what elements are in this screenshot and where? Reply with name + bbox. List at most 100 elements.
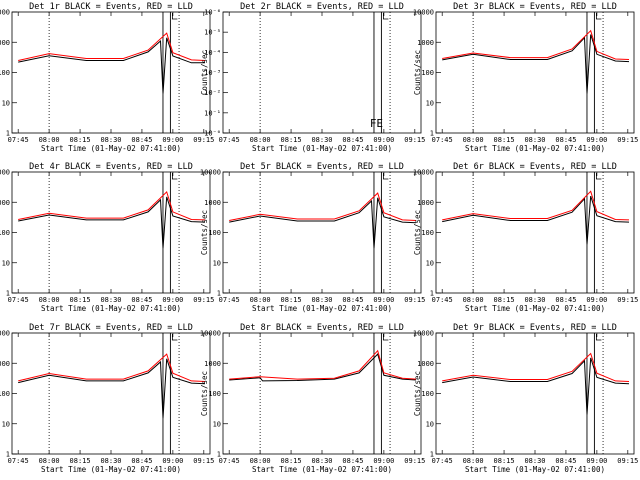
- y-tick-label: 100: [421, 69, 434, 77]
- x-axis-label: Start Time (01-May-02 07:41:00): [465, 144, 605, 153]
- x-tick-label: 08:00: [463, 136, 484, 144]
- y-tick-label: 100: [0, 69, 10, 77]
- x-tick-label: 08:30: [311, 136, 332, 144]
- y-tick-label: 1000: [417, 39, 434, 47]
- y-tick-label: 10000: [0, 169, 10, 177]
- x-tick-label: 08:30: [524, 296, 545, 304]
- y-tick-label: 1000: [204, 199, 221, 207]
- y-tick-label: 1000: [417, 360, 434, 368]
- events-series-line: [18, 358, 206, 419]
- y-tick-label: 10⁻⁶: [204, 9, 221, 17]
- x-tick-label: 09:00: [162, 136, 183, 144]
- panel-title: Det 7r BLACK = Events, RED = LLD: [29, 323, 193, 333]
- lld-series-line: [442, 190, 630, 221]
- y-axis-label: Counts/sec: [413, 210, 422, 255]
- x-tick-label: 08:45: [131, 296, 152, 304]
- y-tick-label: 1000: [417, 199, 434, 207]
- events-series-line: [229, 197, 417, 249]
- bracket-marker: [172, 334, 178, 341]
- panel-title: Det 4r BLACK = Events, RED = LLD: [29, 162, 193, 172]
- y-tick-label: 1: [217, 290, 221, 298]
- y-tick-label: 1000: [0, 199, 10, 207]
- x-tick-label: 09:15: [404, 136, 425, 144]
- plot-frame: [222, 332, 422, 455]
- x-tick-label: 08:00: [463, 457, 484, 465]
- y-tick-label: 10: [426, 259, 434, 267]
- panel-title: Det 8r BLACK = Events, RED = LLD: [240, 323, 404, 333]
- bracket-marker: [596, 13, 602, 20]
- y-tick-label: 100: [421, 390, 434, 398]
- x-tick-label: 09:00: [373, 136, 394, 144]
- x-tick-label: 09:15: [404, 457, 425, 465]
- lld-series-line: [442, 29, 630, 60]
- x-tick-label: 09:15: [193, 296, 214, 304]
- events-series-line: [442, 34, 630, 94]
- y-tick-label: 10000: [200, 169, 221, 177]
- x-tick-label: 08:00: [39, 457, 60, 465]
- y-tick-label: 10⁻⁰: [204, 130, 221, 138]
- lld-series-line: [18, 190, 206, 221]
- y-tick-label: 1: [430, 451, 434, 459]
- bracket-marker: [172, 173, 178, 180]
- y-tick-label: 1000: [0, 39, 10, 47]
- x-tick-label: 08:30: [100, 457, 121, 465]
- x-tick-label: 08:15: [70, 296, 91, 304]
- y-tick-label: 10: [213, 259, 221, 267]
- x-axis-label: Start Time (01-May-02 07:41:00): [465, 465, 605, 474]
- x-tick-label: 09:15: [617, 457, 638, 465]
- x-axis-label: Start Time (01-May-02 07:41:00): [252, 304, 392, 313]
- x-tick-label: 09:00: [586, 296, 607, 304]
- x-tick-label: 08:45: [131, 457, 152, 465]
- x-tick-label: 08:00: [39, 296, 60, 304]
- x-tick-label: 08:45: [342, 457, 363, 465]
- y-tick-label: 10000: [0, 330, 10, 338]
- x-tick-label: 08:15: [281, 296, 302, 304]
- x-tick-label: 08:15: [281, 136, 302, 144]
- plot-frame: [11, 11, 211, 134]
- panel-title: Det 3r BLACK = Events, RED = LLD: [453, 2, 617, 12]
- x-tick-label: 09:00: [373, 296, 394, 304]
- lld-series-line: [229, 192, 417, 221]
- x-tick-label: 08:45: [555, 136, 576, 144]
- x-tick-label: 08:15: [70, 457, 91, 465]
- x-tick-label: 08:45: [342, 136, 363, 144]
- y-tick-label: 100: [421, 229, 434, 237]
- x-tick-label: 08:00: [39, 136, 60, 144]
- det-panel-6: Det 6r BLACK = Events, RED = LLD 07:45 08:…: [413, 162, 638, 313]
- events-series-line: [442, 195, 630, 245]
- bracket-marker: [383, 173, 389, 180]
- x-tick-label: 09:00: [373, 457, 394, 465]
- x-axis-label: Start Time (01-May-02 07:41:00): [465, 304, 605, 313]
- panel-title: Det 2r BLACK = Events, RED = LLD: [240, 2, 404, 12]
- panel-title: Det 9r BLACK = Events, RED = LLD: [453, 323, 617, 333]
- y-axis-label: Counts/sec: [200, 371, 209, 416]
- y-tick-label: 10: [2, 420, 10, 428]
- plot-frame: [222, 11, 422, 134]
- events-series-line: [229, 353, 417, 382]
- x-tick-label: 08:00: [463, 296, 484, 304]
- x-tick-label: 08:45: [131, 136, 152, 144]
- x-tick-label: 08:15: [494, 136, 515, 144]
- y-axis-label: Counts/sec: [200, 50, 209, 95]
- x-tick-label: 08:00: [250, 457, 271, 465]
- x-tick-label: 08:15: [494, 457, 515, 465]
- x-tick-label: 08:15: [70, 136, 91, 144]
- y-tick-label: 10⁻²: [204, 89, 221, 97]
- x-tick-label: 08:30: [524, 136, 545, 144]
- plot-frame: [11, 171, 211, 294]
- plot-frame: [222, 171, 422, 294]
- y-tick-label: 10: [426, 420, 434, 428]
- lld-series-line: [18, 353, 206, 382]
- x-tick-label: 07:45: [8, 457, 29, 465]
- x-tick-label: 08:15: [494, 296, 515, 304]
- x-tick-label: 08:00: [250, 296, 271, 304]
- y-tick-label: 1: [217, 451, 221, 459]
- x-tick-label: 07:45: [8, 296, 29, 304]
- y-tick-label: 10000: [413, 330, 434, 338]
- x-axis-label: Start Time (01-May-02 07:41:00): [41, 304, 181, 313]
- bracket-marker: [172, 13, 178, 20]
- x-axis-label: Start Time (01-May-02 07:41:00): [41, 144, 181, 153]
- x-tick-label: 09:15: [193, 457, 214, 465]
- plot-frame: [435, 171, 635, 294]
